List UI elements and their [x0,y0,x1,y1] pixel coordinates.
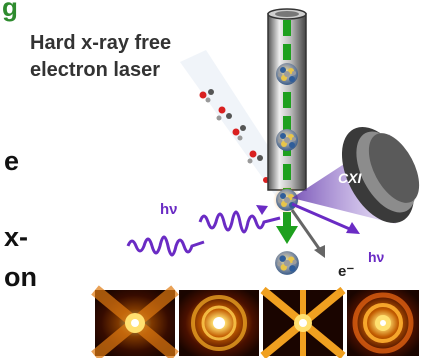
diffraction-pattern-icon [91,285,179,358]
left-text-fragment: x- [4,222,29,252]
molecule-icon [247,150,263,164]
diffraction-strip [91,285,419,358]
left-text-fragment: e [4,146,20,176]
beam-tube [267,8,307,191]
laser-label-line-1: Hard x-ray free [30,32,172,54]
laser-label-line-2: electron laser [30,59,161,81]
scattered-photon-arrow [291,202,360,234]
electron-label: e⁻ [338,263,354,280]
nanocluster-icon [276,189,298,211]
detector-icon [341,126,420,224]
nanocluster-icon [276,63,298,85]
interaction-point [273,186,301,214]
diffraction-pattern-icon [179,290,259,356]
diffraction-pattern-icon [260,286,346,358]
diffraction-pattern-icon [347,290,419,356]
laser-label: Hard x-ray free electron laser [30,30,171,84]
molecule-icon [232,125,246,141]
title-fragment: g [2,0,18,22]
nanocluster-icon [275,251,299,275]
left-text-fragment: on [4,262,37,292]
incoming-photon-wave [126,205,281,257]
nanocluster-icon [276,129,298,151]
molecule-icon [216,106,232,121]
molecule-icon [199,89,214,103]
photon-in-label: hν [160,201,178,218]
detector-label: CXI [338,170,362,186]
electron-arrow [290,209,325,258]
photon-out-label: hν [368,249,385,265]
